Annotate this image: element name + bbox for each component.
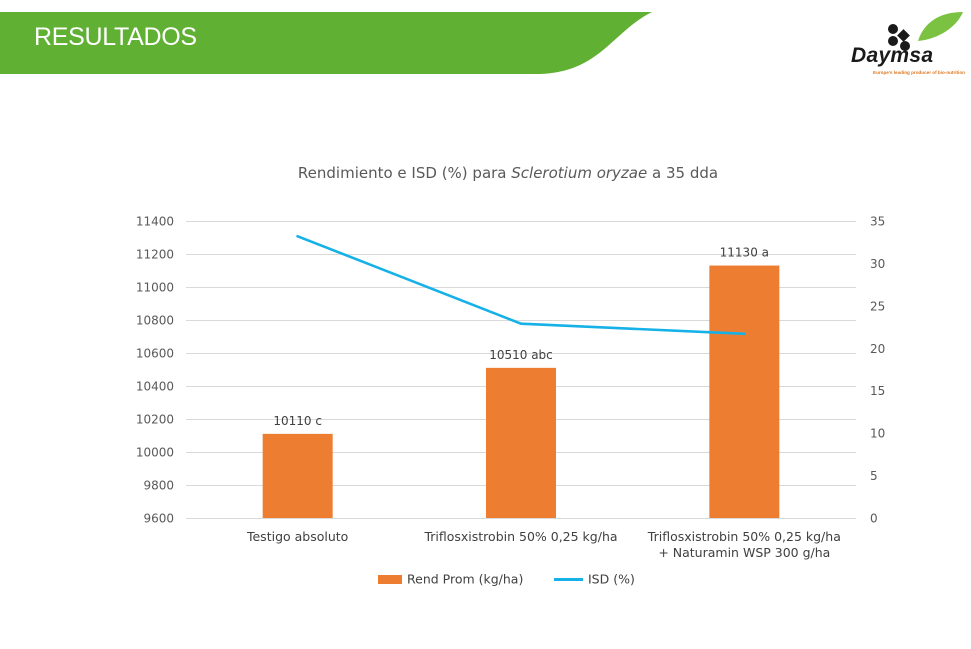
y-right-tick-label: 35 bbox=[870, 215, 885, 229]
legend-swatch-bars bbox=[378, 575, 402, 584]
y-right-tick-label: 25 bbox=[870, 299, 885, 313]
logo-tagline: Europe's leading producer of bio-nutriti… bbox=[873, 70, 965, 75]
y-right-tick-label: 10 bbox=[870, 427, 885, 441]
chart-title-species: Sclerotium oryzae bbox=[511, 164, 648, 182]
y-left-tick-label: 10600 bbox=[136, 347, 174, 361]
bar-data-label: 10510 abc bbox=[489, 348, 553, 362]
y-right-tick-label: 15 bbox=[870, 384, 885, 398]
bar-data-label: 11130 a bbox=[720, 246, 769, 260]
bar-data-label: 10110 c bbox=[273, 414, 322, 428]
y-left-tick-label: 9600 bbox=[143, 512, 174, 526]
y-left-tick-label: 9800 bbox=[143, 479, 174, 493]
y-left-tick-label: 10400 bbox=[136, 380, 174, 394]
isd-point-1 bbox=[296, 234, 299, 238]
header-banner bbox=[0, 12, 652, 74]
y-left-tick-label: 11400 bbox=[136, 215, 174, 229]
page-title: RESULTADOS bbox=[34, 23, 197, 51]
y-right-tick-label: 0 bbox=[870, 512, 878, 526]
chart-title-part-3: a 35 dda bbox=[647, 164, 719, 182]
isd-line bbox=[296, 234, 746, 336]
category-label: Triflosxistrobin 50% 0,25 kg/ha bbox=[423, 529, 617, 544]
logo-leaf bbox=[918, 12, 963, 41]
chart-title-part-1: Rendimiento e ISD (%) para bbox=[297, 164, 512, 182]
legend-label-bars: Rend Prom (kg/ha) bbox=[407, 572, 523, 587]
logo-dot-2 bbox=[888, 36, 898, 46]
y-left-tick-label: 10200 bbox=[136, 413, 174, 427]
banner-shape bbox=[0, 12, 652, 74]
y-right-tick-label: 20 bbox=[870, 342, 885, 356]
y-left-tick-label: 11000 bbox=[136, 281, 174, 295]
logo-name: Daymsa bbox=[851, 44, 934, 67]
y-left-tick-label: 10000 bbox=[136, 446, 174, 460]
y-right-tick-label: 30 bbox=[870, 257, 885, 271]
category-label: + Naturamin WSP 300 g/ha bbox=[658, 545, 830, 560]
logo-dot-3 bbox=[900, 41, 910, 51]
isd-point-2 bbox=[519, 322, 523, 325]
bar-3 bbox=[709, 265, 780, 518]
bar-2 bbox=[486, 367, 556, 518]
chart-title: Rendimiento e ISD (%) para Sclerotium or… bbox=[0, 164, 971, 182]
isd-point-3 bbox=[743, 332, 746, 336]
daymsa-logo-icon bbox=[888, 12, 963, 51]
logo-dot-1 bbox=[888, 24, 898, 34]
legend-label-line: ISD (%) bbox=[588, 572, 635, 587]
category-label: Testigo absoluto bbox=[246, 529, 348, 544]
y-right-tick-label: 5 bbox=[870, 469, 878, 483]
bar-1 bbox=[262, 433, 333, 518]
category-label: Triflosxistrobin 50% 0,25 kg/ha bbox=[647, 529, 841, 544]
y-left-tick-label: 10800 bbox=[136, 314, 174, 328]
y-left-tick-label: 11200 bbox=[136, 248, 174, 262]
